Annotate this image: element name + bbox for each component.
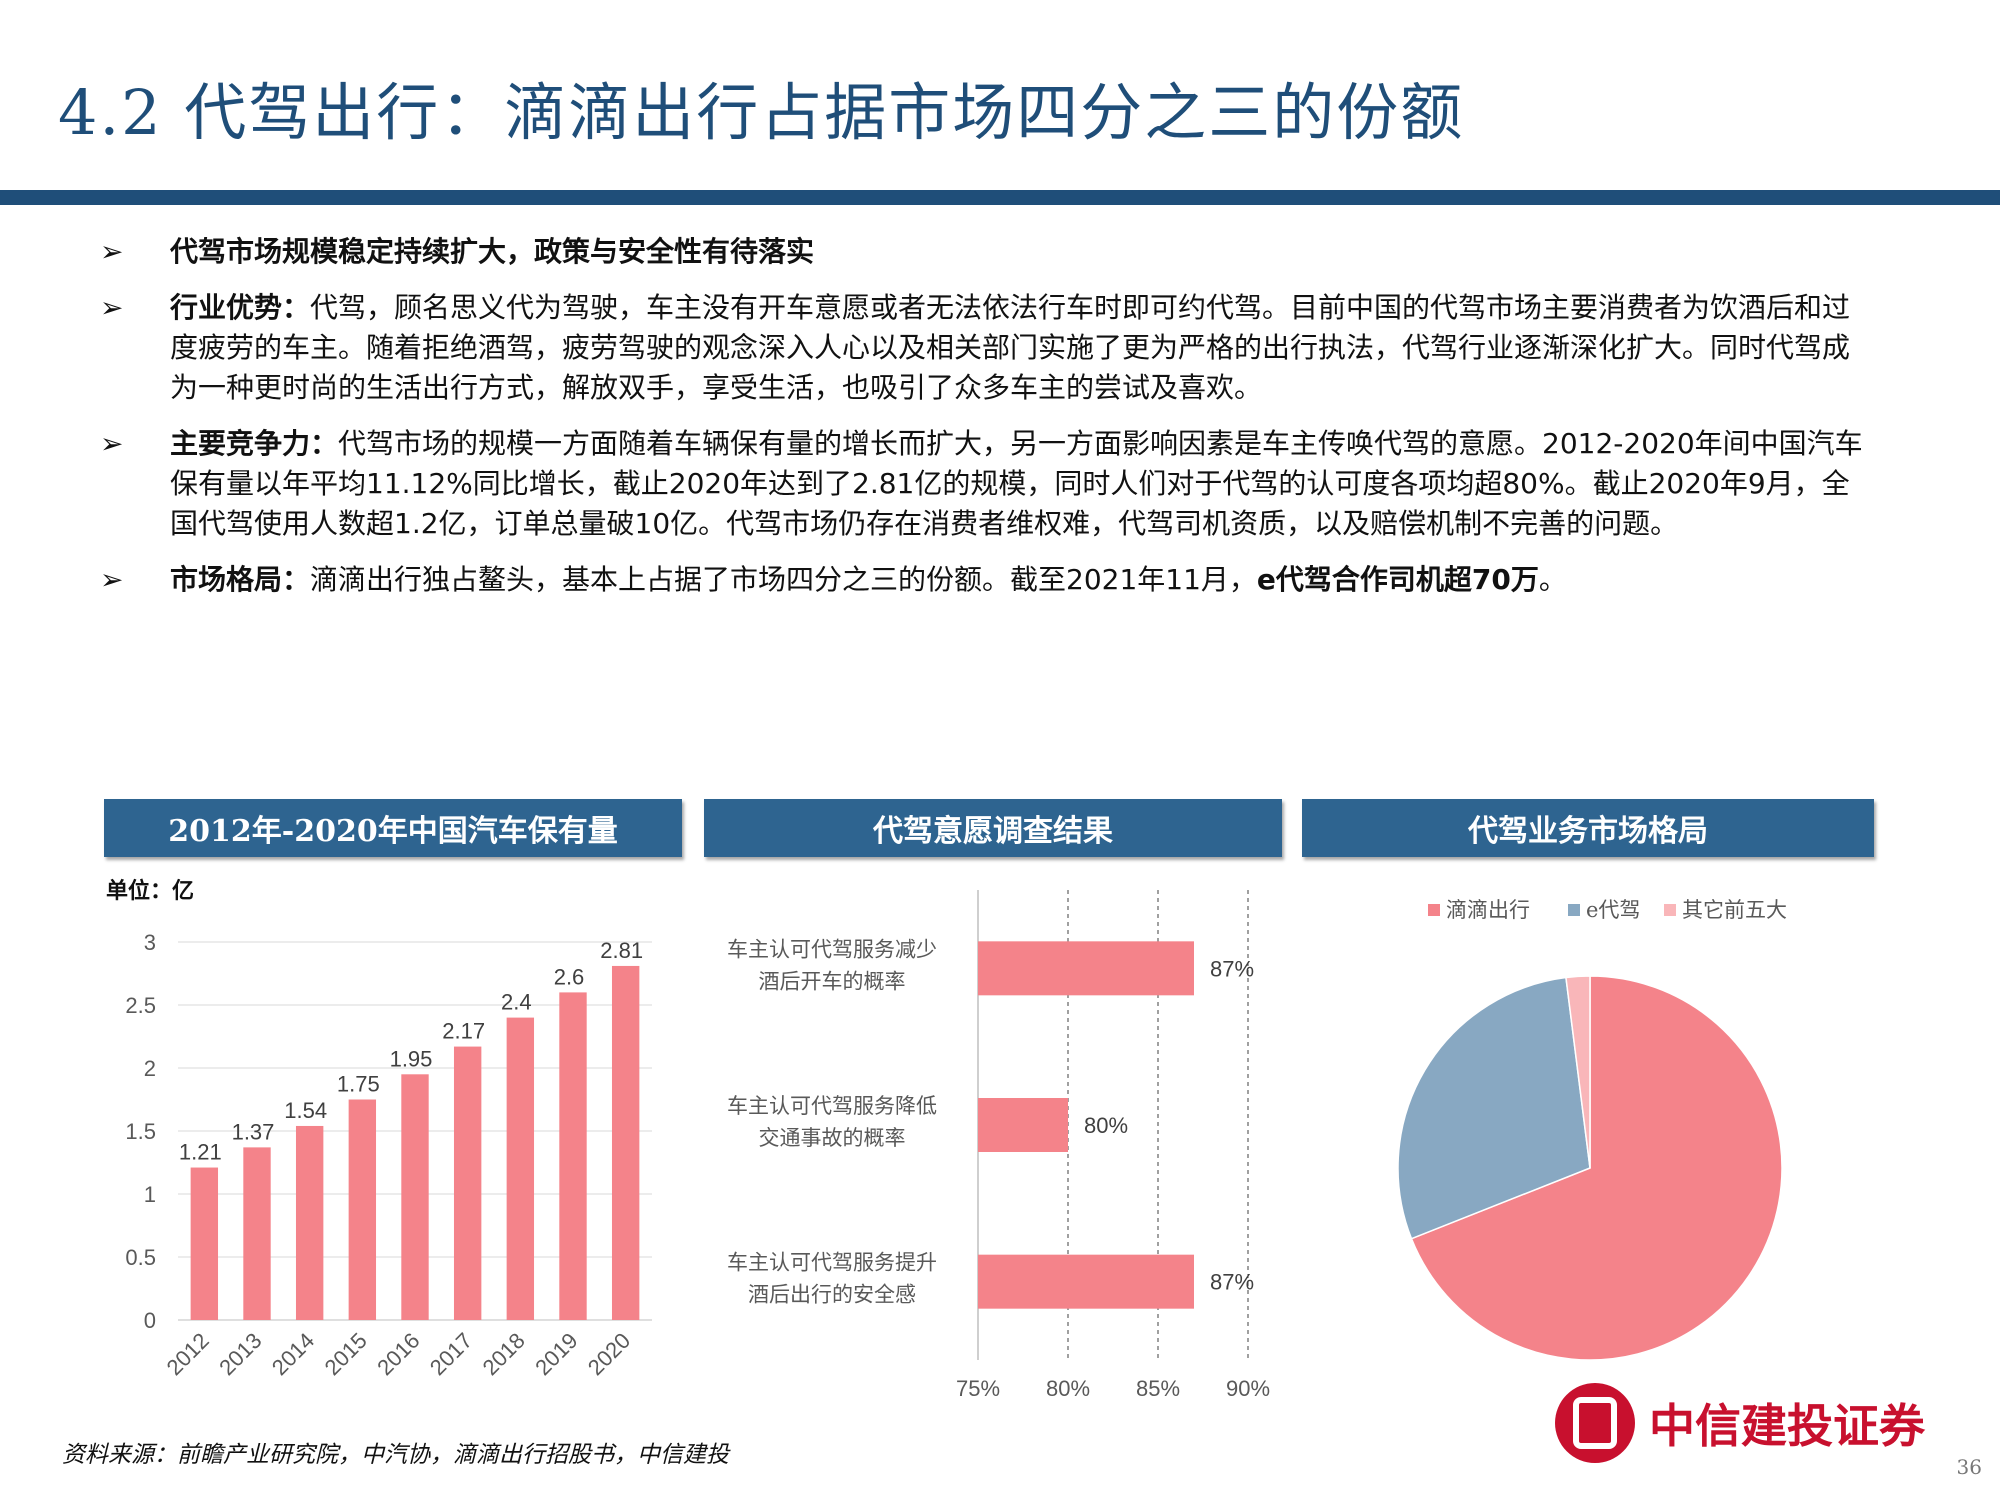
bar xyxy=(559,992,587,1320)
logo-mark-icon xyxy=(1555,1383,1635,1463)
y-tick-label: 2 xyxy=(144,1056,156,1081)
bar xyxy=(190,1167,219,1320)
y-tick-label: 2.5 xyxy=(125,993,156,1018)
x-tick-label: 2018 xyxy=(478,1328,530,1380)
legend-label: 滴滴出行 xyxy=(1446,898,1530,922)
y-tick-label: 0 xyxy=(144,1308,156,1333)
x-tick-label: 2017 xyxy=(425,1328,477,1380)
y-tick-label: 0.5 xyxy=(125,1245,156,1270)
legend-label: e代驾 xyxy=(1586,898,1640,922)
bullet-item: ➢ 主要竞争力：代驾市场的规模一方面随着车辆保有量的增长而扩大，另一方面影响因素… xyxy=(100,424,1870,544)
data-label: 87% xyxy=(1210,956,1254,981)
data-label: 87% xyxy=(1210,1270,1254,1295)
data-label: 1.95 xyxy=(390,1046,433,1071)
bullet-item: ➢ 代驾市场规模稳定持续扩大，政策与安全性有待落实 xyxy=(100,232,1870,272)
arrow-icon: ➢ xyxy=(100,291,124,324)
data-label: 2.4 xyxy=(501,990,532,1015)
x-tick-label: 85% xyxy=(1136,1376,1180,1401)
legend-swatch xyxy=(1664,904,1676,916)
category-label: 车主认可代驾服务降低 xyxy=(727,1094,937,1118)
bullet-tail: 。 xyxy=(1538,563,1567,596)
x-tick-label: 2013 xyxy=(214,1328,266,1380)
source-note: 资料来源：前瞻产业研究院，中汽协，滴滴出行招股书，中信建投 xyxy=(62,1442,729,1468)
data-label: 80% xyxy=(1084,1113,1128,1138)
legend-label: 其它前五大 xyxy=(1682,898,1787,922)
bullet-text: 代驾，顾名思义代为驾驶，车主没有开车意愿或者无法依法行车时即可约代驾。目前中国的… xyxy=(170,291,1851,404)
y-tick-label: 3 xyxy=(144,930,156,955)
bullet-item: ➢ 市场格局：滴滴出行独占鳌头，基本上占据了市场四分之三的份额。截至2021年1… xyxy=(100,560,1870,600)
arrow-icon: ➢ xyxy=(100,427,124,460)
x-tick-label: 90% xyxy=(1226,1376,1270,1401)
data-label: 2.81 xyxy=(600,938,643,963)
bullet-highlight: e代驾合作司机超70万 xyxy=(1256,563,1539,596)
data-label: 1.37 xyxy=(232,1119,275,1144)
bar xyxy=(978,941,1194,996)
data-label: 1.21 xyxy=(179,1140,222,1165)
bar xyxy=(506,1017,535,1320)
legend-swatch xyxy=(1568,904,1580,916)
arrow-icon: ➢ xyxy=(100,235,124,268)
bar xyxy=(611,965,640,1320)
panel-title-survey: 代驾意愿调查结果 xyxy=(704,799,1282,857)
bullet-item: ➢ 行业优势：代驾，顾名思义代为驾驶，车主没有开车意愿或者无法依法行车时即可约代… xyxy=(100,288,1870,408)
pie-slice xyxy=(1410,975,1783,1360)
bar xyxy=(295,1125,324,1320)
category-label: 车主认可代驾服务减少 xyxy=(727,937,937,961)
bullet-heading: 行业优势： xyxy=(170,291,311,324)
bar xyxy=(243,1147,271,1320)
x-tick-label: 2012 xyxy=(162,1328,214,1380)
unit-label: 单位：亿 xyxy=(106,879,195,904)
pie-slice xyxy=(1565,975,1591,1169)
panel-title-market-share: 代驾业务市场格局 xyxy=(1302,799,1874,857)
bar xyxy=(348,1099,377,1320)
data-label: 2.6 xyxy=(554,964,585,989)
bullet-heading: 主要竞争力： xyxy=(170,427,339,460)
category-label: 交通事故的概率 xyxy=(759,1126,906,1150)
bar xyxy=(453,1046,482,1320)
y-tick-label: 1 xyxy=(144,1182,156,1207)
category-label: 车主认可代驾服务提升 xyxy=(727,1251,937,1275)
vehicle-ownership-bar-chart: 0 0.5 1 1.5 2 2.5 3 1.21 2012 1.37 2013 1.54 2014 1.7… xyxy=(125,930,652,1380)
company-logo: 中信建投证券 xyxy=(1555,1378,1925,1468)
panel-title-vehicle-ownership: 2012年-2020年中国汽车保有量 xyxy=(104,799,682,857)
category-label: 酒后开车的概率 xyxy=(759,969,906,993)
x-tick-label: 2019 xyxy=(530,1328,582,1380)
x-tick-label: 2016 xyxy=(372,1328,424,1380)
x-tick-label: 2014 xyxy=(267,1328,319,1380)
bullet-text: 滴滴出行独占鳌头，基本上占据了市场四分之三的份额。截至2021年11月， xyxy=(310,563,1257,596)
logo-text: 中信建投证券 xyxy=(1649,1399,1925,1453)
y-tick-label: 1.5 xyxy=(125,1119,156,1144)
bar xyxy=(978,1254,1194,1309)
bullet-heading: 市场格局： xyxy=(170,563,311,596)
legend-swatch xyxy=(1428,904,1440,916)
data-label: 1.54 xyxy=(284,1098,327,1123)
x-tick-label: 80% xyxy=(1046,1376,1090,1401)
x-tick-label: 2020 xyxy=(583,1328,635,1380)
page-number: 36 xyxy=(1956,1455,1982,1479)
arrow-icon: ➢ xyxy=(100,563,124,596)
bar xyxy=(978,1098,1068,1152)
category-label: 酒后出行的安全感 xyxy=(748,1283,916,1307)
header-rule xyxy=(0,190,2000,205)
bullet-list: ➢ 代驾市场规模稳定持续扩大，政策与安全性有待落实 ➢ 行业优势：代驾，顾名思义… xyxy=(100,232,1870,616)
x-tick-label: 2015 xyxy=(320,1328,372,1380)
bullet-text: 代驾市场的规模一方面随着车辆保有量的增长而扩大，另一方面影响因素是车主传唤代驾的… xyxy=(170,427,1863,540)
data-label: 1.75 xyxy=(337,1072,380,1097)
market-share-pie-chart: 滴滴出行 e代驾 其它前五大 xyxy=(1397,898,1787,1360)
data-label: 2.17 xyxy=(442,1019,485,1044)
x-tick-label: 75% xyxy=(956,1376,1000,1401)
page-title: 4.2 代驾出行：滴滴出行占据市场四分之三的份额 xyxy=(58,76,1465,149)
pie-slice xyxy=(1397,976,1591,1240)
bullet-heading: 代驾市场规模稳定持续扩大，政策与安全性有待落实 xyxy=(170,235,815,268)
bar xyxy=(401,1074,429,1320)
